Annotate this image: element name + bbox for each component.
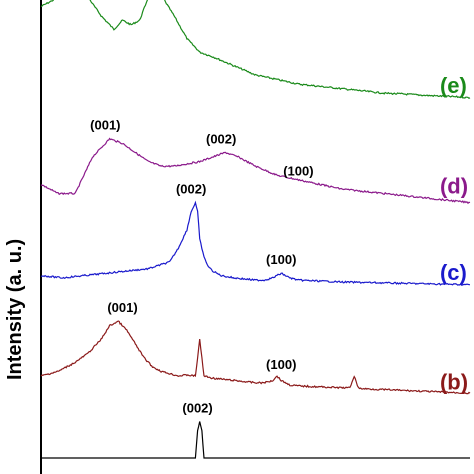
peak-label: (100) xyxy=(266,252,296,267)
series-line-c xyxy=(40,200,470,287)
series-label-e: (e) xyxy=(440,73,467,98)
peak-label: (100) xyxy=(266,357,296,372)
series-line-d xyxy=(40,137,471,205)
series-label-c: (c) xyxy=(440,260,467,285)
series-label-b: (b) xyxy=(440,370,468,395)
peak-label: (001) xyxy=(90,118,120,133)
series-line-a xyxy=(41,421,470,459)
series-line-e xyxy=(40,0,471,100)
peak-label: (002) xyxy=(206,131,236,146)
peak-label: (100) xyxy=(283,163,313,178)
peak-label: (001) xyxy=(107,300,137,315)
y-axis-label: Intensity (a. u.) xyxy=(4,239,26,380)
series-layer xyxy=(40,0,471,459)
peak-label: (002) xyxy=(176,182,206,197)
peak-label: (002) xyxy=(182,400,212,415)
series-line-b xyxy=(40,320,471,395)
label-layer: (e) (d) (001) (002) (100) (c) (002) (100) (b) (00… xyxy=(90,73,468,415)
series-label-d: (d) xyxy=(440,174,468,199)
